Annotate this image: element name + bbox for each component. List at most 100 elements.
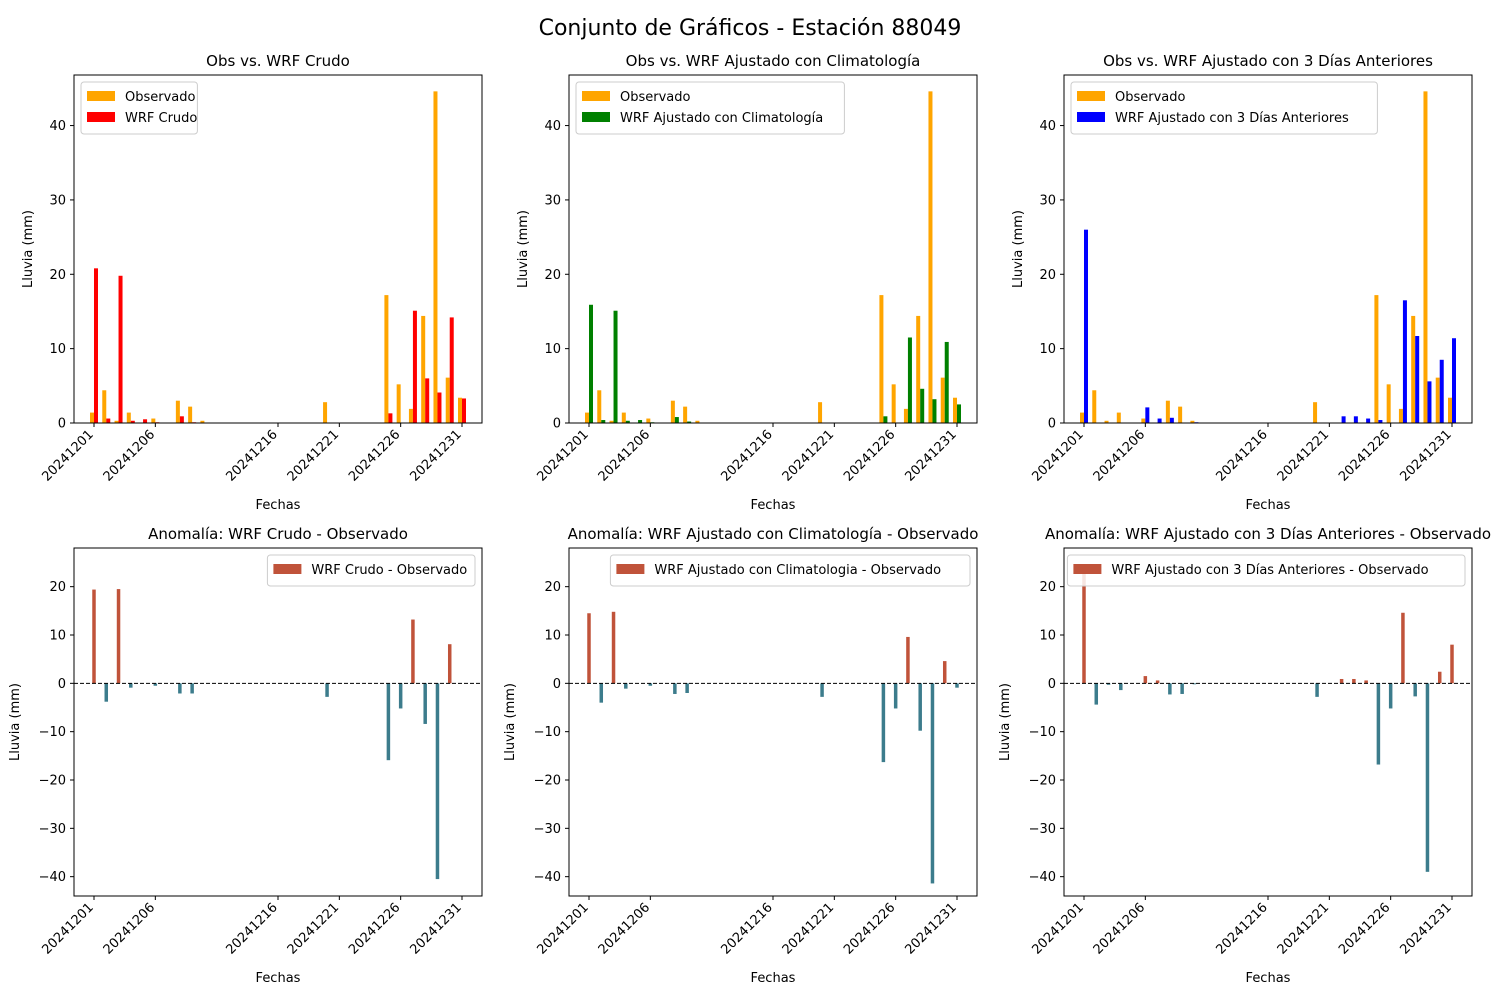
bar-observado-20241201 bbox=[90, 412, 94, 423]
bar-wrf-crudo-20241203 bbox=[118, 275, 123, 423]
bar-wrf-ajustado-con-climatologia-observado-20241201 bbox=[587, 613, 591, 684]
legend-label: Observado bbox=[125, 90, 196, 105]
bar-wrf-crudo-20241230 bbox=[449, 317, 454, 423]
bar-observado-20241228 bbox=[916, 315, 921, 423]
bar-observado-20241209 bbox=[188, 406, 193, 423]
bar-wrf-crudo-observado-20241201 bbox=[92, 589, 96, 684]
bar-observado-20241230 bbox=[940, 377, 945, 423]
bar-wrf-ajustado-con-climatologia-observado-20241226 bbox=[893, 683, 898, 709]
chart-title: Obs vs. WRF Ajustado con 3 Días Anterior… bbox=[1103, 52, 1433, 70]
y-tick-label: −20 bbox=[534, 774, 561, 789]
bar-wrf-ajustado-con-climatolog-a-20241225 bbox=[883, 416, 888, 423]
bar-wrf-ajustado-con-climatolog-a-20241230 bbox=[944, 341, 949, 423]
bar-wrf-crudo-observado-20241228 bbox=[423, 683, 427, 724]
x-axis-label: Fechas bbox=[751, 971, 796, 986]
y-tick-label: 40 bbox=[49, 119, 66, 134]
y-tick-label: 30 bbox=[544, 193, 561, 208]
y-tick-label: −40 bbox=[534, 870, 561, 885]
bar-wrf-crudo-observado-20241220 bbox=[325, 683, 329, 697]
bar-wrf-ajustado-con-3-d-as-anteriores-observado-20241206 bbox=[1143, 676, 1148, 684]
bar-wrf-ajustado-con-3-d-as-anteriores-20241228 bbox=[1415, 336, 1420, 423]
bar-wrf-crudo-20241225 bbox=[388, 413, 393, 423]
bar-observado-20241231 bbox=[1448, 397, 1452, 423]
x-tick-label: 20241221 bbox=[1275, 900, 1332, 957]
bar-observado-20241208 bbox=[175, 400, 180, 423]
bar-wrf-ajustado-con-3-d-as-anteriores-observado-20241228 bbox=[1413, 683, 1417, 697]
bar-observado-20241209 bbox=[1178, 406, 1183, 423]
chart-panel-4: −40 −30 −20 −10 0 10 20 20241201 20241206 2024121… bbox=[8, 525, 483, 986]
bar-observado-20241227 bbox=[1398, 408, 1403, 423]
legend-label: Observado bbox=[620, 90, 691, 105]
legend-box bbox=[575, 81, 845, 135]
chart-title: Anomalía: WRF Ajustado con 3 Días Anteri… bbox=[1045, 525, 1491, 543]
bar-wrf-ajustado-con-climatologia-observado-20241206 bbox=[648, 683, 653, 686]
bar-observado-20241204 bbox=[621, 412, 626, 423]
bar-observado-20241225 bbox=[1374, 295, 1379, 423]
bar-wrf-crudo-observado-20241227 bbox=[411, 619, 415, 684]
x-tick-label: 20241231 bbox=[407, 900, 464, 957]
x-tick-label: 20241216 bbox=[223, 900, 280, 957]
bar-wrf-ajustado-con-3-d-as-anteriores-observado-20241209 bbox=[1180, 683, 1184, 694]
bar-wrf-crudo-20241202 bbox=[106, 418, 111, 423]
bar-wrf-ajustado-con-climatologia-observado-20241208 bbox=[673, 683, 677, 694]
y-tick-label: 0 bbox=[553, 417, 561, 432]
x-tick-label: 20241221 bbox=[285, 427, 342, 484]
bar-wrf-crudo-observado-20241225 bbox=[386, 683, 391, 761]
x-tick-label: 20241201 bbox=[534, 427, 591, 484]
bar-observado-20241225 bbox=[384, 295, 389, 423]
bar-wrf-ajustado-con-climatologia-observado-20241220 bbox=[820, 683, 824, 697]
bar-wrf-ajustado-con-3-d-as-anteriores-observado-20241226 bbox=[1388, 683, 1393, 709]
bar-wrf-ajustado-con-climatologia-observado-20241228 bbox=[918, 683, 922, 731]
y-axis-label: Lluvia (mm) bbox=[998, 683, 1013, 761]
bar-wrf-ajustado-con-3-d-as-anteriores-observado-20241222 bbox=[1339, 678, 1344, 684]
legend: Observado WRF Crudo bbox=[80, 81, 198, 135]
bar-observado-20241226 bbox=[1386, 384, 1391, 423]
axes-frame bbox=[568, 547, 978, 897]
x-tick-label: 20241206 bbox=[596, 427, 653, 484]
y-tick-label: −20 bbox=[1029, 774, 1056, 789]
y-axis-label: Lluvia (mm) bbox=[503, 683, 518, 761]
y-tick-label: −30 bbox=[1029, 822, 1056, 837]
x-axis-label: Fechas bbox=[1246, 498, 1291, 513]
bar-wrf-ajustado-con-3-d-as-anteriores-observado-20241220 bbox=[1315, 683, 1319, 697]
bar-wrf-ajustado-con-climatologia-observado-20241231 bbox=[955, 683, 959, 688]
bar-wrf-crudo-observado-20241206 bbox=[153, 683, 158, 686]
x-tick-label: 20241216 bbox=[1213, 900, 1270, 957]
bar-observado-20241226 bbox=[891, 384, 896, 423]
y-tick-label: −30 bbox=[39, 822, 66, 837]
bar-observado-20241230 bbox=[1435, 377, 1440, 423]
y-tick-label: 20 bbox=[544, 268, 561, 283]
x-tick-label: 20241221 bbox=[1275, 427, 1332, 484]
bar-observado-20241208 bbox=[670, 400, 675, 423]
bar-observado-20241201 bbox=[1080, 412, 1084, 423]
bar-observado-20241210 bbox=[200, 420, 205, 423]
bar-wrf-ajustado-con-climatolog-a-20241231 bbox=[957, 404, 961, 423]
bar-observado-20241201 bbox=[585, 412, 589, 423]
plot-area: −40 −30 −20 −10 0 10 20 20241201 20241206 2024121… bbox=[8, 525, 483, 986]
bar-observado-20241203 bbox=[609, 420, 614, 423]
bar-observado-20241209 bbox=[683, 406, 688, 423]
x-axis-label: Fechas bbox=[256, 498, 301, 513]
y-tick-label: 20 bbox=[49, 580, 66, 595]
bar-observado-20241229 bbox=[928, 91, 933, 423]
y-tick-label: 30 bbox=[1039, 193, 1056, 208]
bar-wrf-ajustado-con-climatologia-observado-20241204 bbox=[624, 683, 628, 689]
x-tick-label: 20241206 bbox=[596, 900, 653, 957]
x-tick-label: 20241226 bbox=[1336, 427, 1393, 484]
bar-observado-20241226 bbox=[396, 384, 401, 423]
bar-wrf-ajustado-con-3-d-as-anteriores-20241225 bbox=[1378, 420, 1383, 423]
legend: WRF Crudo - Observado bbox=[266, 554, 476, 587]
legend-swatch bbox=[616, 564, 645, 574]
legend-swatch bbox=[87, 91, 115, 101]
bar-wrf-ajustado-con-climatolog-a-20241229 bbox=[932, 399, 937, 423]
y-tick-label: 0 bbox=[58, 417, 66, 432]
bar-wrf-crudo-observado-20241208 bbox=[178, 683, 182, 694]
legend: Observado WRF Ajustado con 3 Días Anterio… bbox=[1070, 81, 1378, 135]
x-tick-label: 20241231 bbox=[902, 427, 959, 484]
x-tick-label: 20241231 bbox=[407, 427, 464, 484]
bar-wrf-crudo-observado-20241204 bbox=[129, 683, 133, 688]
y-tick-label: 0 bbox=[1048, 677, 1056, 692]
